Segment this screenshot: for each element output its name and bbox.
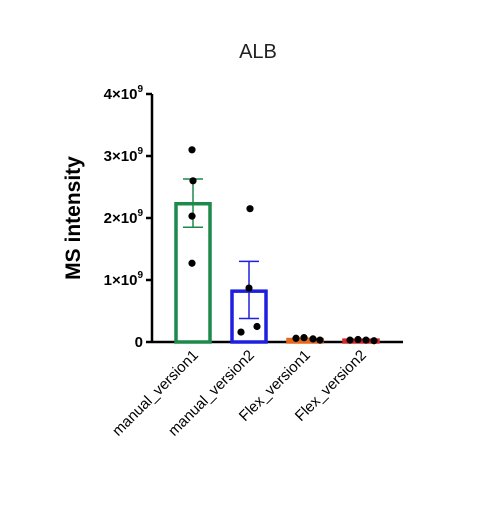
data-point-2-3: [316, 336, 324, 344]
data-point-2-2: [309, 335, 317, 343]
data-point-1-2: [253, 322, 261, 331]
data-point-2-1: [300, 334, 308, 342]
y-tick-label-3: 3×109: [104, 146, 144, 165]
data-point-1-3: [237, 328, 245, 336]
y-tick-label-0: 0: [135, 334, 143, 351]
data-point-3-2: [362, 336, 370, 344]
data-point-0-0: [188, 146, 196, 154]
data-point-3-3: [370, 337, 378, 345]
y-tick-label-1: 1×109: [104, 270, 144, 289]
y-tick-label-2: 2×109: [104, 208, 144, 227]
y-tick-label-4: 4×109: [104, 84, 144, 103]
data-point-1-0: [246, 205, 254, 213]
bars: [174, 201, 380, 344]
y-axis-label: MS intensity: [62, 156, 85, 280]
data-point-0-3: [188, 259, 196, 267]
y-ticks: 0 1×109 2×109 3×109 4×109: [104, 84, 152, 351]
x-tick-labels: manual_version1manual_version2Flex_versi…: [109, 347, 370, 440]
data-point-2-0: [292, 334, 300, 342]
chart-title: ALB: [239, 41, 277, 63]
data-point-0-2: [188, 212, 196, 220]
data-point-3-1: [354, 335, 362, 344]
data-points: [188, 146, 378, 345]
data-point-3-0: [346, 336, 354, 344]
data-point-1-1: [245, 284, 253, 292]
data-point-0-1: [189, 177, 197, 185]
